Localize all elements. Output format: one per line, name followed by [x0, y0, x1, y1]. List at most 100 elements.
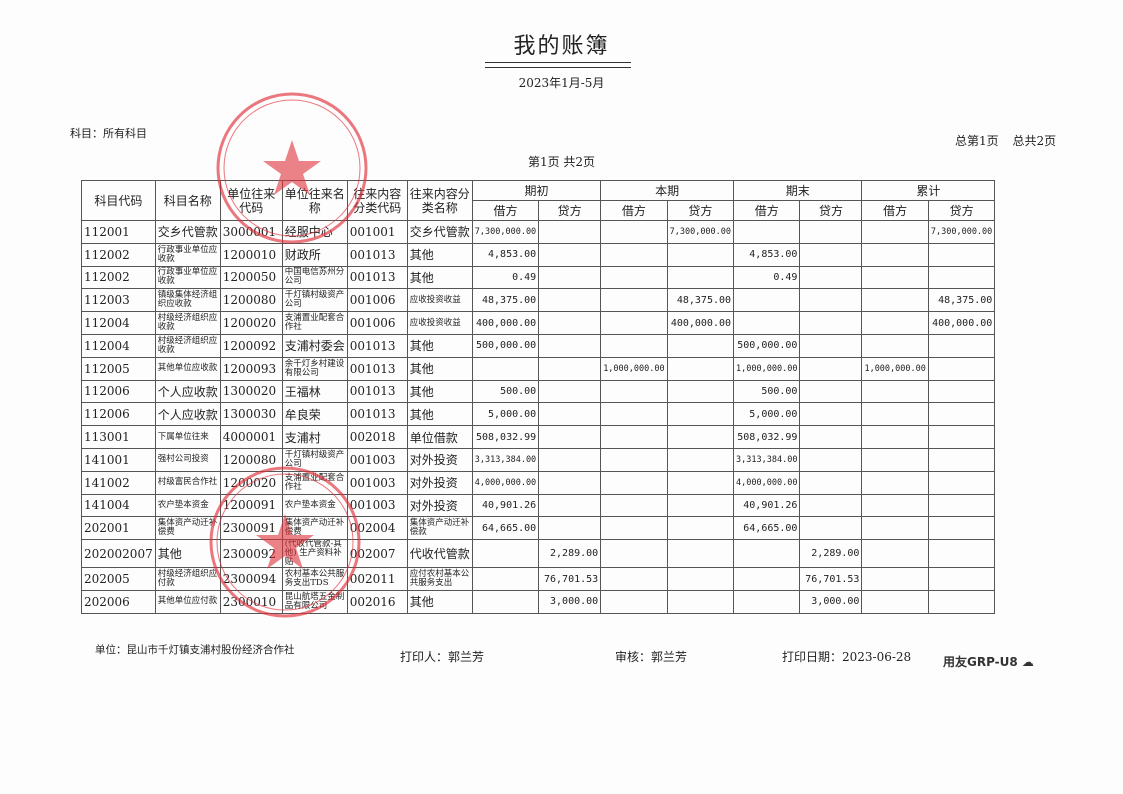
current-debit-cell: [600, 288, 668, 313]
category-code-cell: 002004: [346, 516, 408, 541]
cumulative-credit-cell: [927, 265, 996, 290]
unit-name-cell: 余千灯乡村建设有限公司: [281, 356, 348, 381]
opening-debit-cell: 508,032.99: [471, 425, 540, 449]
account-code-cell: 112001: [81, 220, 156, 244]
opening-debit-cell: 4,000,000.00: [471, 470, 540, 495]
closing-debit-cell: [733, 220, 801, 244]
current-credit-cell: [666, 516, 735, 541]
current-debit-cell: [600, 402, 668, 427]
account-code-cell: 141002: [81, 470, 156, 495]
unit-code-cell: 1200010: [219, 242, 283, 267]
opening-debit-cell: 0.49: [471, 265, 540, 290]
table-row: 112004 村级经济组织应收款 1200092 支浦村委会 001013 其他 500,0…: [81, 333, 996, 358]
account-code-cell: 202001: [81, 516, 156, 541]
table-row: 112006 个人应收款 1300020 王福林 001013 其他 500.00 500.0…: [81, 379, 996, 404]
account-name-cell: 个人应收款: [154, 402, 221, 427]
header-opening: 期初: [471, 180, 602, 201]
page-total: 总第1页 总共2页: [955, 134, 1057, 148]
unit-name-cell: 财政所: [281, 242, 348, 267]
cumulative-credit-cell: 7,300,000.00: [927, 220, 996, 244]
header-closing: 期末: [733, 180, 863, 201]
cumulative-debit-cell: [861, 516, 929, 541]
category-code-cell: 001013: [346, 333, 408, 358]
closing-credit-cell: [799, 288, 863, 313]
cumulative-debit-cell: [861, 447, 929, 472]
period: 2023年1月-5月: [518, 76, 605, 90]
unit-name-cell: 中国电信苏州分公司: [281, 265, 348, 290]
opening-debit-cell: 3,313,384.00: [471, 447, 540, 472]
cumulative-debit-cell: [861, 539, 929, 569]
cumulative-debit-cell: [861, 265, 929, 290]
account-code-cell: 112004: [81, 333, 156, 358]
unit-code-cell: 2300092: [219, 539, 283, 569]
account-code-cell: 112002: [81, 242, 156, 267]
opening-debit-cell: 5,000.00: [471, 402, 540, 427]
category-name-cell: 集体资产动迁补偿款: [406, 516, 473, 541]
cumulative-debit-cell: [861, 425, 929, 449]
unit-name-cell: 集体资产动迁补偿费: [281, 516, 348, 541]
opening-credit-cell: [538, 333, 602, 358]
cumulative-credit-cell: [927, 493, 996, 518]
category-code-cell: 001006: [346, 311, 408, 335]
opening-credit-cell: [538, 288, 602, 313]
cumulative-debit-cell: [861, 288, 929, 313]
unit-code-cell: 4000001: [219, 425, 283, 449]
table-row: 112003 镇级集体经济组织应收款 1200080 千灯镇村级资产公司 001006 应…: [81, 288, 996, 313]
cumulative-debit-cell: [861, 402, 929, 427]
closing-debit-cell: [733, 539, 801, 569]
current-credit-cell: [666, 265, 735, 290]
cumulative-credit-cell: [927, 470, 996, 495]
category-code-cell: 001013: [346, 402, 408, 427]
current-debit-cell: [600, 379, 668, 404]
header-code: 科目代码: [81, 180, 156, 221]
opening-debit-cell: 64,665.00: [471, 516, 540, 541]
current-credit-cell: [666, 379, 735, 404]
closing-credit-cell: [799, 265, 863, 290]
header-debit: 借方: [600, 200, 668, 221]
closing-debit-cell: [733, 288, 801, 313]
header-credit: 贷方: [666, 200, 735, 221]
category-code-cell: 002007: [346, 539, 408, 569]
category-name-cell: 代收代管款: [406, 539, 473, 569]
category-code-cell: 001003: [346, 447, 408, 472]
ledger-table: 科目代码 科目名称 单位往来代码 单位往来名称 往来内容分类代码 往来内容分类名…: [81, 180, 996, 614]
closing-credit-cell: [799, 447, 863, 472]
current-debit-cell: [600, 311, 668, 335]
current-debit-cell: [600, 493, 668, 518]
opening-debit-cell: 7,300,000.00: [471, 220, 540, 244]
account-name-cell: 村级经济组织应收款: [154, 333, 221, 358]
closing-debit-cell: 4,853.00: [733, 242, 801, 267]
account-code-cell: 112005: [81, 356, 156, 381]
title-underline: [485, 67, 631, 68]
category-code-cell: 002018: [346, 425, 408, 449]
unit-name-cell: 支浦村委会: [281, 333, 348, 358]
opening-credit-cell: [538, 265, 602, 290]
cumulative-debit-cell: [861, 379, 929, 404]
unit-code-cell: 3000001: [219, 220, 283, 244]
account-name-cell: 村级经济组织应收款: [154, 311, 221, 335]
current-credit-cell: [666, 567, 735, 591]
header-debit: 借方: [733, 200, 801, 221]
unit-name-cell: 支浦置业配套合作社: [281, 311, 348, 335]
closing-debit-cell: 1,000,000.00: [733, 356, 801, 381]
header-credit: 贷方: [538, 200, 602, 221]
unit-code-cell: 1200092: [219, 333, 283, 358]
cumulative-credit-cell: [927, 356, 996, 381]
unit-code-cell: 1200091: [219, 493, 283, 518]
closing-credit-cell: 2,289.00: [799, 539, 863, 569]
table-row: 141001 强村公司投资 1200080 千灯镇村级资产公司 001003 对外投资 3,…: [81, 447, 996, 472]
closing-credit-cell: 3,000.00: [799, 589, 863, 614]
header-credit: 贷方: [799, 200, 863, 221]
cumulative-debit-cell: 1,000,000.00: [861, 356, 929, 381]
header-cat-code: 往来内容分类代码: [346, 180, 408, 221]
current-credit-cell: 400,000.00: [666, 311, 735, 335]
opening-debit-cell: 500,000.00: [471, 333, 540, 358]
category-name-cell: 应收投资收益: [406, 311, 473, 335]
account-name-cell: 个人应收款: [154, 379, 221, 404]
header-unit-code: 单位往来代码: [219, 180, 283, 221]
current-debit-cell: [600, 516, 668, 541]
current-credit-cell: [666, 333, 735, 358]
opening-debit-cell: [471, 589, 540, 614]
table-row: 202001 集体资产动迁补偿费 2300091 集体资产动迁补偿费 002004 集体资…: [81, 516, 996, 541]
opening-credit-cell: [538, 402, 602, 427]
